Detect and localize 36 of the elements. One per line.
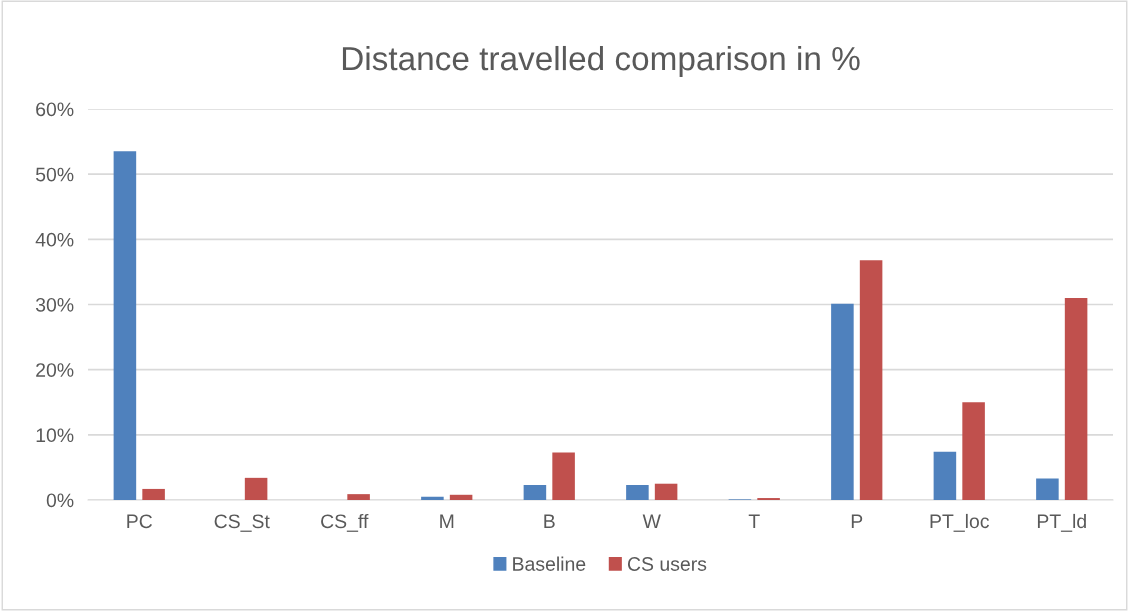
bar — [626, 485, 649, 500]
legend-label: CS users — [627, 557, 707, 571]
bar — [1064, 297, 1088, 500]
bar — [113, 151, 137, 500]
bar — [421, 496, 444, 500]
legend-label: Baseline — [513, 556, 586, 571]
bar — [347, 494, 370, 500]
x-tick-label: PT_ld — [1037, 513, 1086, 532]
bar — [962, 402, 985, 500]
bar — [831, 303, 854, 500]
y-tick-label: 40% — [35, 232, 74, 247]
x-tick-label: M — [440, 514, 454, 528]
x-tick-label: T — [748, 514, 760, 528]
y-tick-label: 60% — [36, 102, 74, 117]
chart-title: Distance travelled comparison in % — [342, 45, 860, 78]
x-tick-label: CS_St — [214, 514, 270, 532]
bar — [654, 483, 678, 500]
bar — [859, 260, 883, 500]
y-tick-label: 0% — [46, 493, 74, 508]
bar — [1036, 478, 1059, 500]
bar — [142, 488, 165, 500]
x-tick-label: PT_loc — [930, 513, 989, 532]
x-tick-label: PC — [127, 514, 153, 529]
y-tick-label: 10% — [36, 428, 74, 443]
bar — [523, 485, 547, 500]
x-tick-label: B — [544, 514, 555, 528]
y-tick-label: 30% — [35, 297, 74, 312]
bar — [244, 477, 268, 500]
bar — [449, 494, 473, 500]
x-tick-label: W — [642, 514, 661, 528]
x-tick-label: CS_ff — [321, 513, 369, 532]
y-tick-label: 20% — [36, 363, 74, 377]
x-tick-label: P — [851, 514, 863, 528]
bar — [552, 452, 575, 500]
y-tick-label: 50% — [35, 167, 74, 182]
bar — [933, 451, 957, 500]
